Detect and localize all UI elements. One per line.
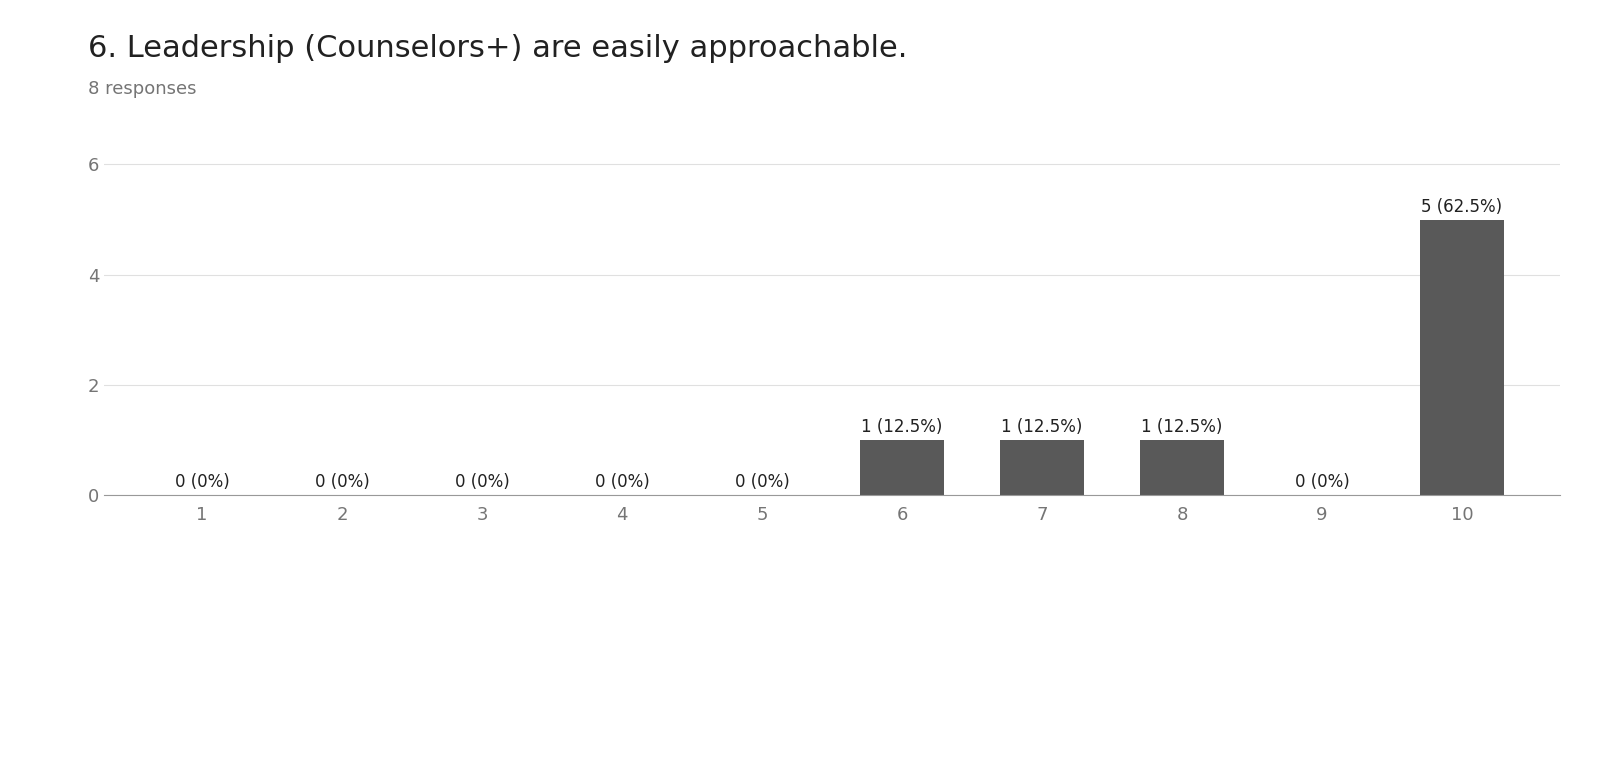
Text: 0 (0%): 0 (0%) [1294,473,1349,492]
Text: 8 responses: 8 responses [88,80,197,98]
Text: 6. Leadership (Counselors+) are easily approachable.: 6. Leadership (Counselors+) are easily a… [88,34,907,63]
Text: 0 (0%): 0 (0%) [734,473,789,492]
Text: 1 (12.5%): 1 (12.5%) [861,419,942,436]
Bar [861,440,944,495]
Text: 1 (12.5%): 1 (12.5%) [1141,419,1222,436]
Text: 0 (0%): 0 (0%) [454,473,509,492]
Bar [1000,440,1085,495]
Text: 1 (12.5%): 1 (12.5%) [1002,419,1083,436]
Text: 5 (62.5%): 5 (62.5%) [1421,198,1502,216]
Text: 0 (0%): 0 (0%) [174,473,229,492]
Bar [1139,440,1224,495]
Text: 0 (0%): 0 (0%) [595,473,650,492]
Text: 0 (0%): 0 (0%) [315,473,370,492]
Bar [1421,219,1504,495]
